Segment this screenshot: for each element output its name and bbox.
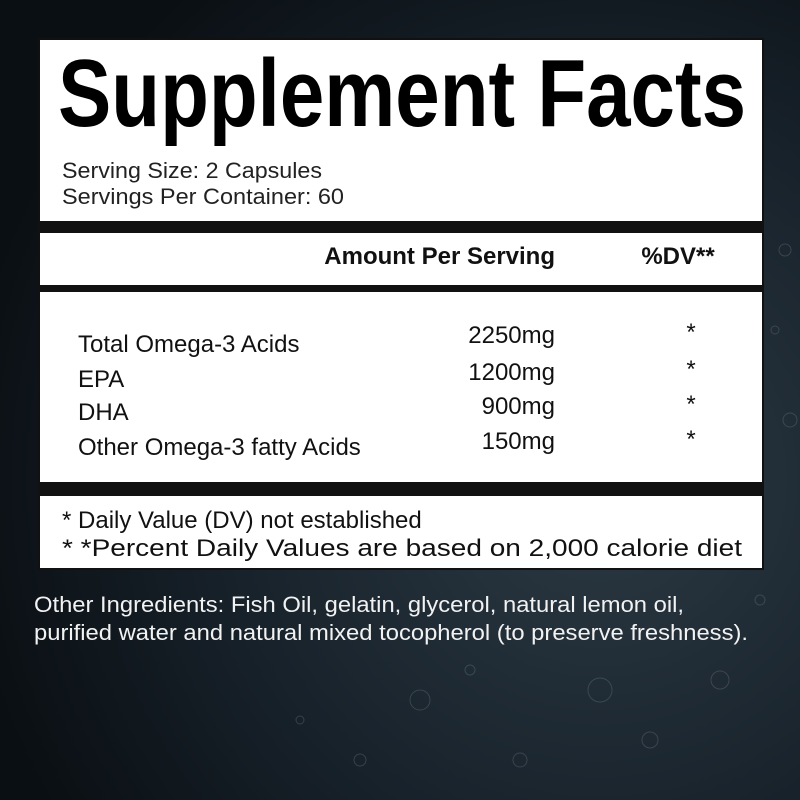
nutrient-name: EPA <box>78 366 124 393</box>
header-row <box>40 233 762 285</box>
nutrient-amount: 1200mg <box>468 359 555 386</box>
nutrient-dv: * <box>686 356 695 383</box>
column-header: %DV** <box>641 243 715 270</box>
other-ingredients: purified water and natural mixed tocophe… <box>34 620 748 645</box>
footnote: * Daily Value (DV) not established <box>62 507 422 534</box>
nutrient-amount: 150mg <box>482 428 555 455</box>
nutrient-amount: 2250mg <box>468 322 555 349</box>
servings-per-container: Servings Per Container: 60 <box>62 184 344 209</box>
column-header: Amount Per Serving <box>324 243 555 270</box>
other-ingredients: Other Ingredients: Fish Oil, gelatin, gl… <box>34 592 684 617</box>
nutrient-dv: * <box>686 319 695 346</box>
nutrient-dv: * <box>686 391 695 418</box>
title-box <box>40 40 762 221</box>
rows-box <box>40 292 762 482</box>
serving-size: Serving Size: 2 Capsules <box>62 158 322 183</box>
nutrient-amount: 900mg <box>482 393 555 420</box>
nutrient-name: Total Omega-3 Acids <box>78 331 299 358</box>
nutrient-dv: * <box>686 426 695 453</box>
title: Supplement Facts <box>58 40 746 147</box>
nutrient-name: DHA <box>78 399 129 426</box>
footnote-box <box>40 496 762 568</box>
nutrient-name: Other Omega-3 fatty Acids <box>78 434 361 461</box>
bubbles <box>295 243 798 768</box>
footnote: * *Percent Daily Values are based on 2,0… <box>62 535 742 562</box>
